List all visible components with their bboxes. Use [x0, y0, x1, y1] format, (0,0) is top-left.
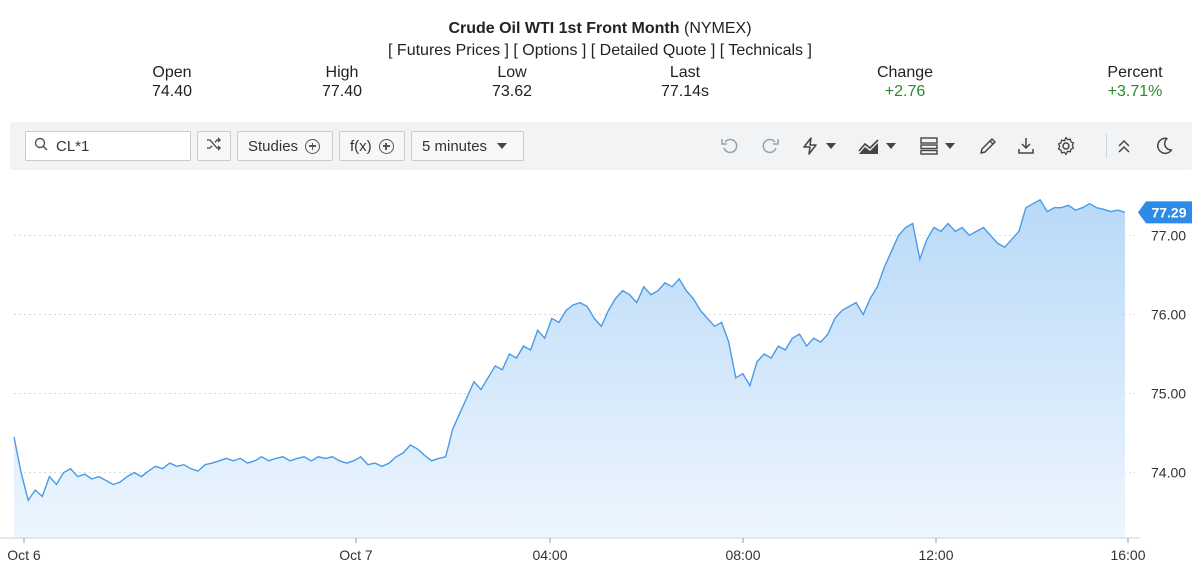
- toolbar-divider: [1106, 134, 1107, 158]
- fx-label: f(x): [350, 137, 372, 155]
- options-link[interactable]: [ Options ]: [513, 42, 587, 59]
- last-value: 77.14s: [660, 83, 710, 100]
- percent-value: +3.71%: [1107, 83, 1163, 100]
- chevron-down-icon: [886, 143, 896, 149]
- y-tick-label: 77.00: [1151, 227, 1186, 243]
- studies-label: Studies: [248, 137, 299, 155]
- current-price-tag: 77.29: [1138, 201, 1192, 224]
- quote-title: Crude Oil WTI 1st Front Month (NYMEX): [0, 20, 1200, 38]
- price-line: [13, 198, 1126, 502]
- price-tag-shape: [1138, 201, 1192, 224]
- detailed-quote-link[interactable]: [ Detailed Quote ]: [590, 42, 716, 59]
- studies-button[interactable]: Studies: [237, 131, 333, 161]
- stat-open: Open 74.40: [132, 63, 212, 101]
- chart-type-dropdown[interactable]: [858, 135, 896, 157]
- y-tick-label: 76.00: [1151, 306, 1186, 322]
- open-label: Open: [152, 64, 192, 81]
- change-label: Change: [876, 64, 934, 81]
- download-icon: [1016, 136, 1036, 156]
- chart-type-icon: [858, 137, 880, 155]
- plus-circle-icon: [305, 138, 321, 154]
- x-tick-label: 12:00: [918, 547, 953, 563]
- stat-change: Change +2.76: [860, 63, 950, 101]
- collapse-button[interactable]: [1116, 135, 1132, 157]
- chevron-down-icon: [826, 143, 836, 149]
- x-tick-label: 04:00: [532, 547, 567, 563]
- x-tick-label: 08:00: [725, 547, 760, 563]
- change-value: +2.76: [884, 83, 926, 100]
- chart-toolbar: CL*1 Studies f(x) 5 minutes: [10, 122, 1192, 170]
- template-dropdown[interactable]: [919, 135, 955, 157]
- redo-icon: [760, 136, 780, 156]
- exchange-name: (NYMEX): [683, 20, 752, 37]
- price-chart[interactable]: 74.00 75.00 76.00 77.00 Oct 6 Oct 7 04:00 08:0…: [0, 170, 1200, 567]
- y-tick-label: 74.00: [1151, 465, 1186, 481]
- futures-prices-link[interactable]: [ Futures Prices ]: [388, 42, 509, 59]
- x-tick-label: Oct 6: [7, 547, 41, 563]
- stat-last: Last 77.14s: [645, 63, 725, 101]
- dark-mode-button[interactable]: [1154, 135, 1174, 157]
- price-area: [14, 199, 1125, 539]
- symbol-search[interactable]: CL*1: [25, 131, 191, 161]
- settings-button[interactable]: [1056, 135, 1076, 157]
- x-tick-label: Oct 7: [339, 547, 373, 563]
- undo-button[interactable]: [720, 135, 740, 157]
- interval-select[interactable]: 5 minutes: [411, 131, 524, 161]
- compare-button[interactable]: [197, 131, 231, 161]
- redo-button[interactable]: [760, 135, 780, 157]
- plus-circle-icon: [378, 138, 394, 154]
- collapse-icon: [1116, 137, 1132, 155]
- lightning-icon: [800, 136, 820, 156]
- moon-icon: [1154, 136, 1174, 156]
- search-icon: [34, 137, 48, 155]
- template-icon: [919, 136, 939, 156]
- open-value: 74.40: [151, 83, 193, 100]
- y-tick-label: 75.00: [1151, 386, 1186, 402]
- stat-percent: Percent +3.71%: [1090, 63, 1180, 101]
- technicals-link[interactable]: [ Technicals ]: [719, 42, 812, 59]
- undo-icon: [720, 136, 740, 156]
- pencil-icon: [978, 136, 998, 156]
- events-dropdown[interactable]: [800, 135, 836, 157]
- chevron-down-icon: [945, 143, 955, 149]
- draw-button[interactable]: [978, 135, 998, 157]
- instrument-name: Crude Oil WTI 1st Front Month: [448, 20, 680, 37]
- interval-label: 5 minutes: [422, 137, 488, 155]
- fx-button[interactable]: f(x): [339, 131, 405, 161]
- low-label: Low: [497, 64, 527, 81]
- stat-high: High 77.40: [302, 63, 382, 101]
- percent-label: Percent: [1107, 64, 1163, 81]
- symbol-input[interactable]: CL*1: [56, 137, 90, 155]
- high-value: 77.40: [321, 83, 363, 100]
- chart-canvas[interactable]: 74.00 75.00 76.00 77.00 Oct 6 Oct 7 04:00 08:0…: [0, 170, 1200, 567]
- chevron-down-icon: [497, 143, 508, 149]
- x-tick-label: 16:00: [1110, 547, 1145, 563]
- gear-icon: [1056, 136, 1076, 156]
- stat-low: Low 73.62: [472, 63, 552, 101]
- high-label: High: [325, 64, 359, 81]
- low-value: 73.62: [491, 83, 533, 100]
- quote-links: [ Futures Prices ] [ Options ] [ Detaile…: [0, 42, 1200, 60]
- current-price-label: 77.29: [1151, 204, 1186, 220]
- download-button[interactable]: [1016, 135, 1036, 157]
- shuffle-icon: [206, 137, 222, 155]
- last-label: Last: [669, 64, 701, 81]
